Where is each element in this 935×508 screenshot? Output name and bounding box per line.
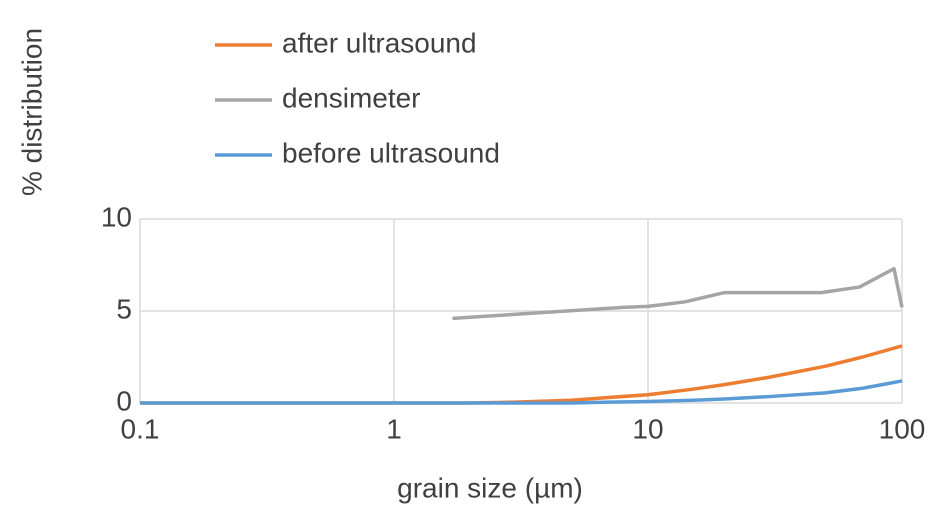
y-tick-label: 5	[116, 293, 132, 324]
y-tick-label: 0	[116, 385, 132, 416]
x-tick-label: 0.1	[121, 413, 160, 444]
y-tick-label: 10	[101, 201, 132, 232]
legend-label: after ultrasound	[282, 27, 477, 58]
legend-label: before ultrasound	[282, 137, 500, 168]
x-tick-label: 1	[386, 413, 402, 444]
x-axis-label: grain size (µm)	[397, 472, 583, 503]
x-tick-label: 10	[632, 413, 663, 444]
legend-label: densimeter	[282, 82, 421, 113]
x-tick-label: 100	[879, 413, 926, 444]
y-axis-label: % distribution	[16, 28, 47, 196]
series-line	[140, 379, 903, 405]
series-line	[452, 266, 904, 321]
